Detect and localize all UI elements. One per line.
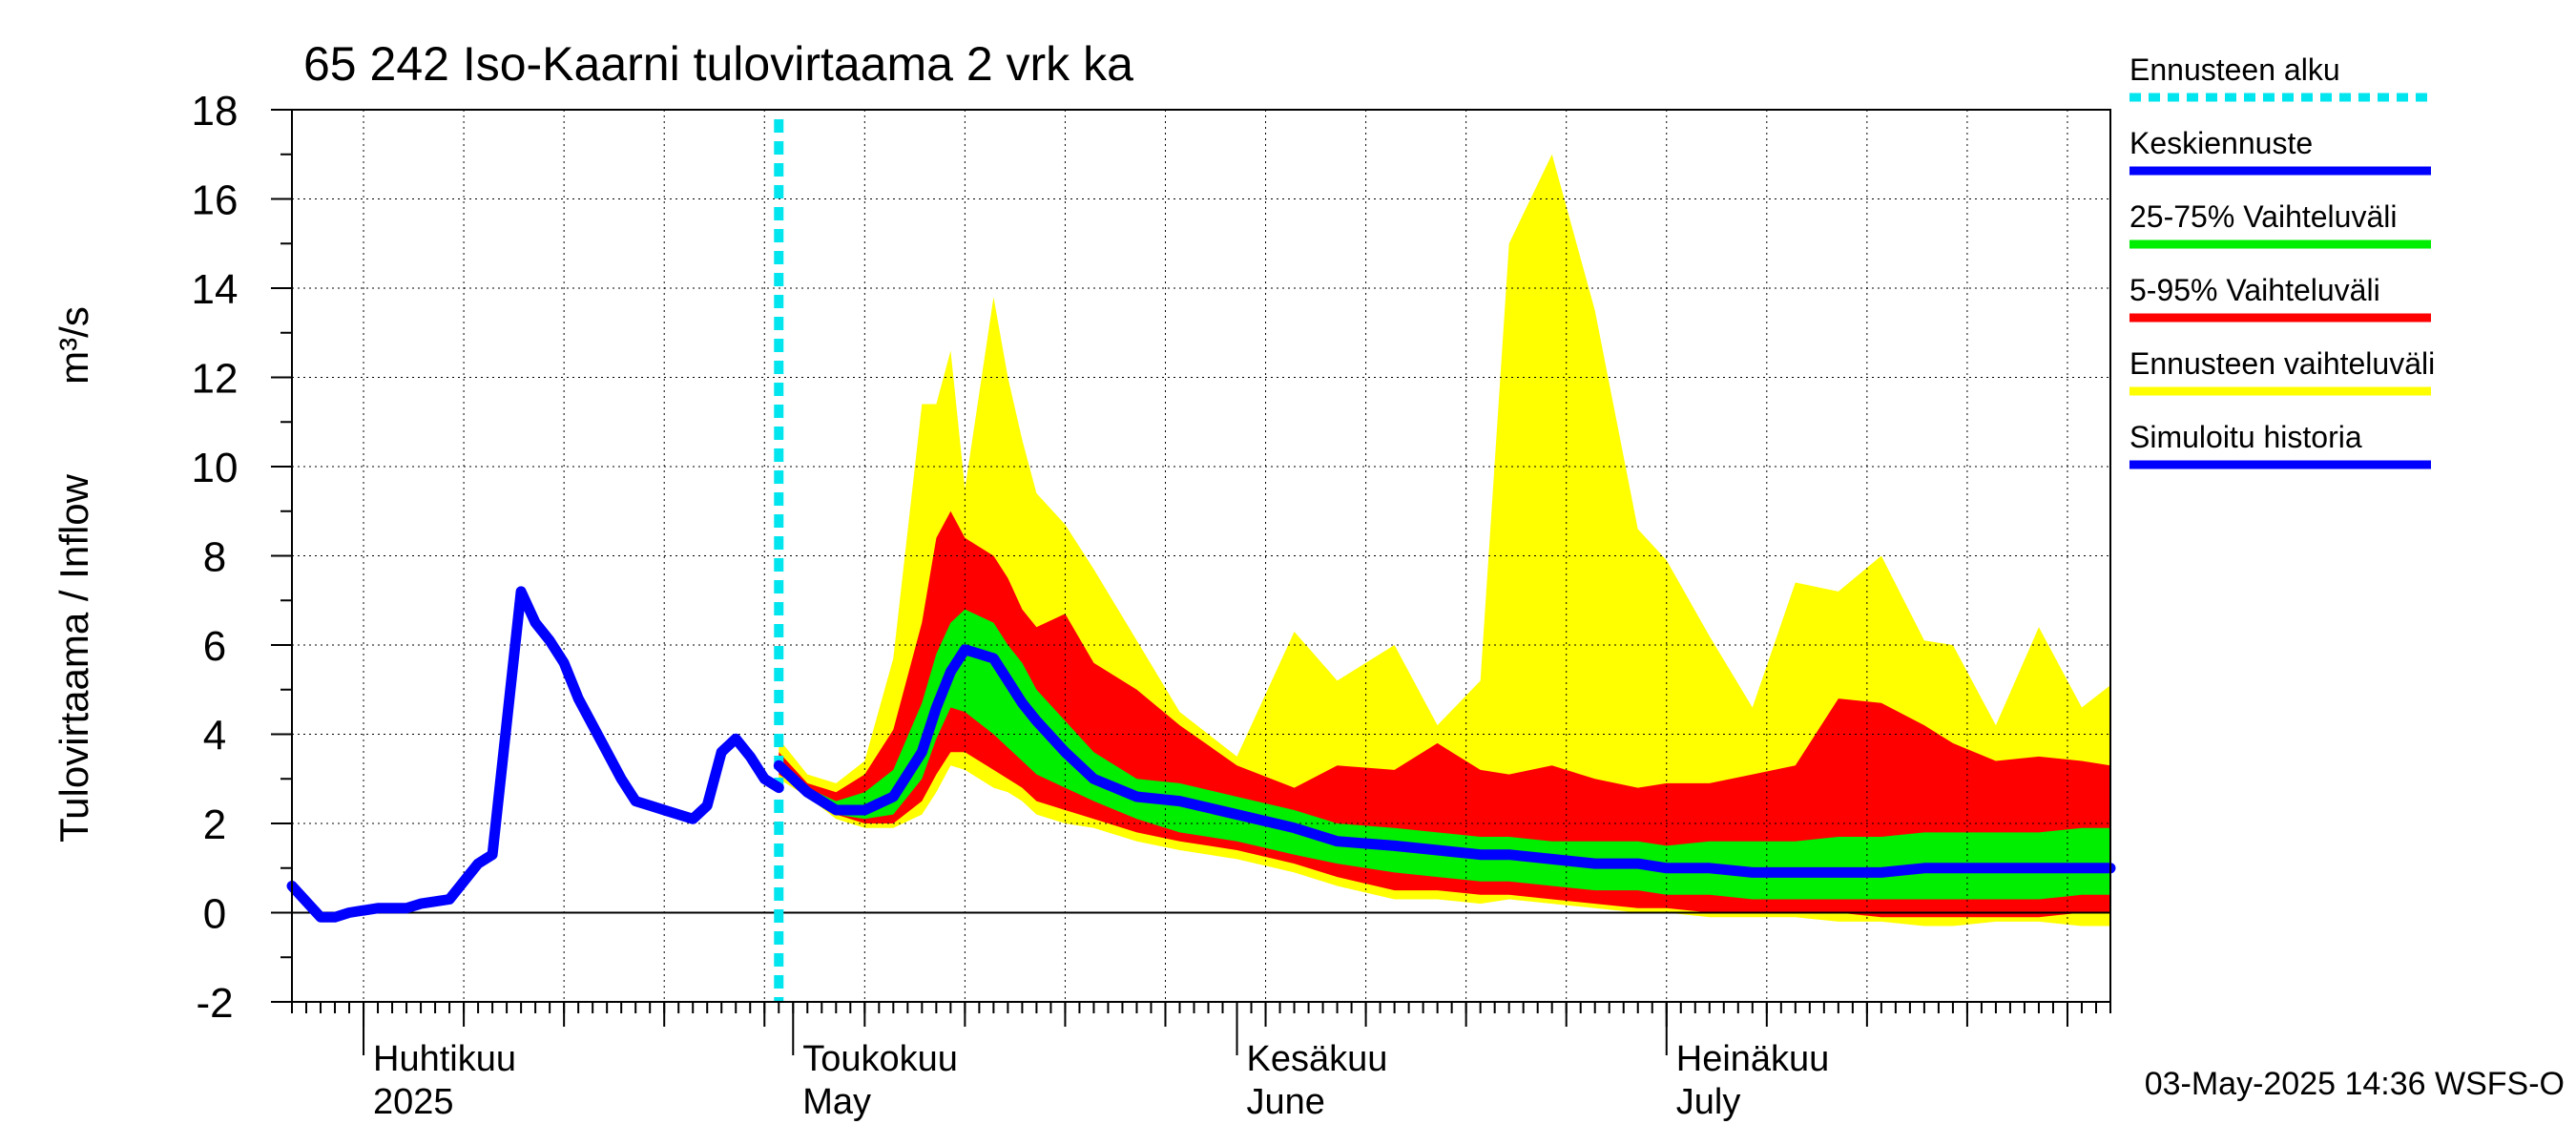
x-month-label-fi: Heinäkuu: [1676, 1039, 1830, 1079]
legend: Ennusteen alku Keskiennuste 25-75% Vaihtel…: [2129, 52, 2435, 469]
grid: [292, 110, 2110, 1002]
legend-label-median: Keskiennuste: [2129, 126, 2313, 160]
legend-label-p25_75: 25-75% Vaihteluväli: [2129, 199, 2397, 234]
legend-label-history: Simuloitu historia: [2129, 420, 2362, 454]
median-forecast-line: [773, 644, 2116, 878]
y-tick-label: -2: [196, 980, 233, 1027]
chart-title: 65 242 Iso-Kaarni tulovirtaama 2 vrk ka: [303, 37, 1133, 91]
x-month-label-fi: Huhtikuu: [373, 1039, 516, 1079]
y-tick-label: 14: [192, 266, 239, 313]
band-5-95: [779, 510, 2110, 918]
legend-label-p5_95: 5-95% Vaihteluväli: [2129, 273, 2380, 307]
x-month-label-en: May: [802, 1082, 871, 1122]
y-tick-label: 8: [203, 534, 226, 581]
y-tick-label: 6: [203, 623, 226, 670]
y-tick-label: 10: [192, 445, 239, 491]
y-axis-unit: m³/s: [52, 306, 96, 385]
x-month-label-fi: Toukokuu: [802, 1039, 958, 1079]
y-tick-label: 16: [192, 177, 239, 224]
x-month-label-en: June: [1247, 1082, 1325, 1122]
forecast-bands: [779, 154, 2110, 926]
y-axis-label: Tulovirtaama / Inflow: [52, 473, 96, 843]
y-tick-label: 18: [192, 88, 239, 135]
timestamp: 03-May-2025 14:36 WSFS-O: [2145, 1066, 2565, 1102]
y-axis: -2 0 2 4 6 8 10 12 14 16 18: [192, 88, 292, 1027]
series-lines: [286, 119, 2116, 1002]
x-month-label-en: 2025: [373, 1082, 454, 1122]
x-month-label-fi: Kesäkuu: [1247, 1039, 1388, 1079]
y-tick-label: 2: [203, 802, 226, 848]
y-tick-label: 0: [203, 891, 226, 938]
legend-label-range: Ennusteen vaihteluväli: [2129, 346, 2435, 381]
y-tick-label: 4: [203, 713, 226, 760]
y-tick-label: 12: [192, 356, 239, 403]
simulated-history-line: [286, 586, 784, 923]
x-month-label-en: July: [1676, 1082, 1741, 1122]
legend-label-forecast_start: Ennusteen alku: [2129, 52, 2340, 87]
plot-area: [286, 109, 2116, 1003]
